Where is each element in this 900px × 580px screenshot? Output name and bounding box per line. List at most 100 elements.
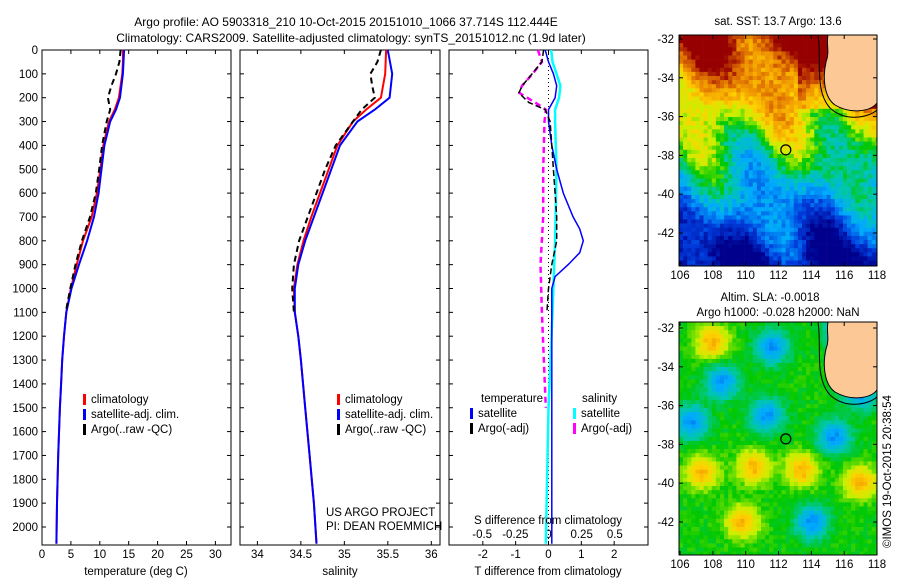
x-tick-label: 15 [122,549,135,561]
lon-tick-label: 116 [835,270,853,282]
sst-map: sat. SST: 13.7 Argo: 13.6 106 108 110 112 114… [657,16,886,282]
legend-label-satellite-adj: satellite-adj. clim. [345,409,433,421]
legend-swatch-argo [83,424,86,435]
series-satellite-adj [55,49,126,544]
land-mass [823,34,878,112]
x-tick-label: -1 [511,549,521,561]
x-tick-label: 35 [338,549,351,561]
depth-tick-label: 900 [19,260,38,272]
sla-field [679,322,877,555]
x-tick-label: 5 [68,549,74,561]
depth-tick-label: 800 [19,236,38,248]
legend-swatch-s_argo [573,423,576,434]
x2-tick-label: 0.5 [607,529,623,541]
lon-tick-label: 106 [670,559,689,571]
lat-tick-label: -42 [657,517,674,529]
sst-map-title: sat. SST: 13.7 Argo: 13.6 [714,16,841,28]
plot-frame [41,49,232,546]
x-axis-label: temperature (deg C) [84,566,188,578]
credit-text: ©IMOS 19-Oct-2015 20:38:54 [882,394,894,548]
map-frame [678,321,878,556]
depth-tick-label: 1100 [13,307,38,319]
x-tick-label: -2 [478,549,488,561]
lat-tick-label: -38 [657,150,674,162]
sla-map-title-1: Altim. SLA: -0.0018 [720,292,819,304]
lat-tick-label: -36 [657,401,674,413]
isobath-contour [817,321,878,405]
lon-tick-label: 108 [703,270,722,282]
depth-tick-label: 0 [32,45,38,57]
project-line-1: US ARGO PROJECT [326,507,435,519]
legend-swatch-t_satellite [470,408,473,419]
temperature-panel: 0100200300400500600700800900100011001200… [12,45,232,578]
x-tick-label: 10 [93,549,106,561]
depth-tick-label: 200 [19,93,38,105]
x-axis-label: T difference from climatology [474,566,621,578]
depth-tick-label: 1400 [12,379,38,391]
legend-label-climatology: climatology [91,394,149,406]
x-tick-label: 34 [251,549,264,561]
x-tick-label: 2 [611,549,617,561]
legend-swatch-climatology [83,394,86,405]
lat-tick-label: -34 [657,362,674,374]
lon-tick-label: 112 [769,559,787,571]
legend-label-s_satellite: satellite [581,408,620,420]
x-tick-label: 35.5 [377,549,399,561]
depth-tick-label: 500 [19,164,38,176]
series-t-argo [517,49,558,313]
x2-tick-label: -0.5 [472,529,492,541]
plot-frame [239,49,441,546]
legend-swatch-s_satellite [573,408,576,419]
legend-label-climatology: climatology [345,394,403,406]
x-axis-label: salinity [322,566,357,578]
depth-tick-label: 1800 [12,474,38,486]
legend-label-t_satellite: satellite [478,408,517,420]
depth-tick-label: 2000 [12,522,38,534]
depth-tick-label: 300 [19,117,38,129]
lat-tick-label: -32 [657,34,674,46]
legend-swatch-climatology [337,394,340,405]
difference-panel: -2-1012-0.5-0.2500.250.5S difference fro… [448,49,649,578]
x2-axis-label: S difference from climatology [474,515,622,527]
x2-tick-label: 0.25 [570,529,592,541]
x-tick-label: 0 [545,549,551,561]
x-tick-label: 36 [425,549,438,561]
series-argo [64,49,122,313]
series-argo [291,49,382,313]
lon-tick-label: 112 [769,270,787,282]
lon-tick-label: 114 [802,559,821,571]
legend-label-argo: Argo(..raw -QC) [91,424,172,436]
isobath-contour [817,34,878,118]
depth-tick-label: 400 [19,140,38,152]
depth-tick-label: 1700 [12,450,38,462]
lat-tick-label: -34 [657,73,674,85]
depth-tick-label: 700 [19,212,38,224]
lon-tick-label: 118 [868,270,886,282]
sla-map: Altim. SLA: -0.0018 Argo h1000: -0.028 h2… [657,292,886,571]
legend-label-satellite-adj: satellite-adj. clim. [91,409,179,421]
legend-swatch-argo [337,424,340,435]
salinity-panel: 34 34.5 35 35.5 36 salinity climatology satelli… [239,49,441,578]
series-t-satellite [544,49,585,544]
legend-title-temperature: temperature [481,393,543,405]
depth-tick-label: 100 [19,69,38,81]
depth-tick-label: 600 [19,188,38,200]
lon-tick-label: 106 [670,270,689,282]
x-tick-label: 1 [578,549,584,561]
x-tick-label: 20 [151,549,164,561]
depth-tick-label: 1900 [12,498,38,510]
legend-label-argo: Argo(..raw -QC) [345,424,426,436]
x-tick-label: 0 [39,549,45,561]
legend-swatch-satellite-adj [83,409,86,420]
lat-tick-label: -40 [657,478,674,490]
x-tick-label: 25 [180,549,193,561]
lon-tick-label: 110 [737,559,755,571]
depth-tick-label: 1600 [12,427,38,439]
lon-tick-label: 118 [868,559,886,571]
depth-tick-label: 1000 [12,284,38,296]
legend-label-s_argo: Argo(-adj) [581,423,632,435]
title-line-1: Argo profile: AO 5903318_210 10-Oct-2015… [134,15,557,29]
project-line-2: PI: DEAN ROEMMICH [326,521,442,533]
